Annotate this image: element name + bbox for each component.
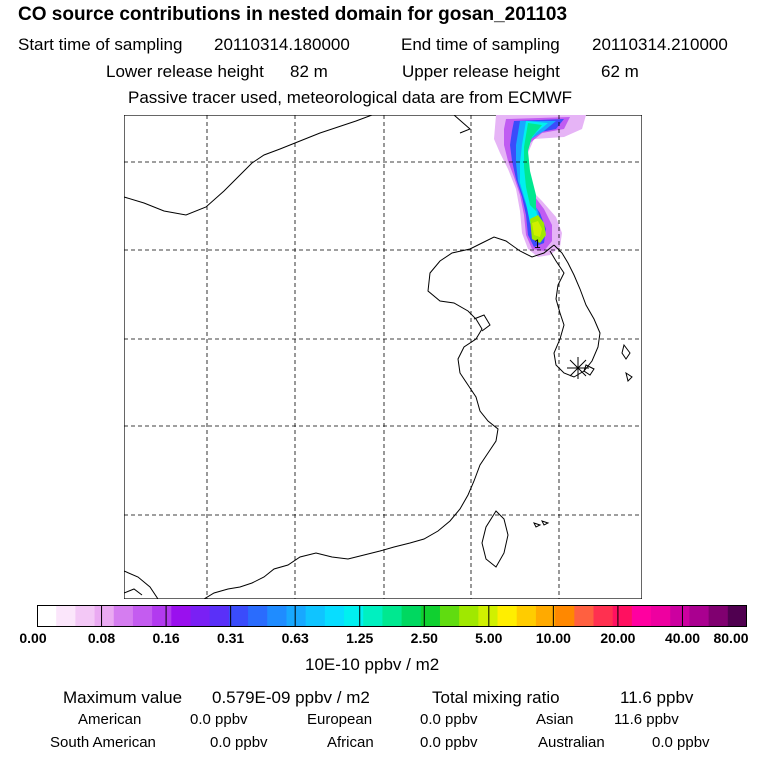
colorbar-cell — [612, 605, 633, 627]
colorbar-cell — [267, 605, 288, 627]
colorbar-cell — [420, 605, 441, 627]
concentration-plume: 1 — [494, 115, 586, 257]
colorbar-label: 0.63 — [281, 630, 309, 646]
colorbar-cell — [401, 605, 422, 627]
colorbar-cell — [228, 605, 249, 627]
colorbar-cell — [670, 605, 691, 627]
lower-height-label: Lower release height — [106, 62, 264, 81]
map-frame — [124, 115, 642, 599]
colorbar-label: 80.00 — [713, 630, 749, 646]
lat-lon-grid — [124, 115, 642, 599]
colorbar-frame — [37, 605, 747, 627]
region-value-american: 0.0 ppbv — [190, 711, 248, 728]
colorbar-cell — [37, 605, 57, 627]
region-value-african: 0.0 ppbv — [420, 734, 478, 751]
colorbar-cell — [324, 605, 345, 627]
region-name-asian: Asian — [536, 711, 574, 728]
tracer-note: Passive tracer used, meteorological data… — [128, 88, 573, 107]
colorbar-label: 2.50 — [410, 630, 438, 646]
colorbar-cell — [75, 605, 96, 627]
colorbar-cell — [459, 605, 479, 627]
region-value-australian: 0.0 ppbv — [652, 734, 710, 751]
colorbar-cell — [132, 605, 153, 627]
start-time-value: 20110314.180000 — [214, 35, 350, 54]
colorbar-cell — [344, 605, 364, 627]
colorbar-cell — [497, 605, 518, 627]
colorbar-cell — [248, 605, 268, 627]
colorbar-label: 0.00 — [19, 630, 47, 646]
colorbar-label: 5.00 — [475, 630, 503, 646]
colorbar-label: 1.25 — [346, 630, 374, 646]
region-value-south-american: 0.0 ppbv — [210, 734, 268, 751]
colorbar-label: 40.00 — [664, 630, 701, 646]
colorbar-cell — [631, 605, 652, 627]
colorbar-cell — [478, 605, 499, 627]
colorbar-cell — [152, 605, 172, 627]
max-value: 0.579E-09 ppbv / m2 — [212, 688, 370, 707]
upper-height-label: Upper release height — [402, 62, 560, 81]
colorbar-cell — [593, 605, 614, 627]
coastlines — [124, 115, 633, 599]
colorbar-cell — [574, 605, 595, 627]
colorbar-cell — [516, 605, 537, 627]
region-name-south-american: South American — [50, 734, 156, 751]
colorbar-cell — [555, 605, 575, 627]
contour-label: 1 — [534, 237, 541, 251]
colorbar-cell — [56, 605, 76, 627]
colorbar-label: 0.16 — [152, 630, 180, 646]
receptor-asterisk-icon — [567, 357, 589, 379]
total-mixing-value: 11.6 ppbv — [620, 688, 694, 707]
colorbar-cell — [363, 605, 384, 627]
region-name-australian: Australian — [538, 734, 605, 751]
region-name-african: African — [327, 734, 374, 751]
colorbar-cell — [708, 605, 729, 627]
colorbar-cell — [439, 605, 460, 627]
max-value-label: Maximum value — [63, 688, 183, 707]
start-time-label: Start time of sampling — [18, 35, 183, 54]
colorbar-cell — [171, 605, 192, 627]
colorbar-cell — [651, 605, 671, 627]
colorbar-cell — [209, 605, 230, 627]
colorbar-label: 20.00 — [600, 630, 636, 646]
upper-height-value: 62 m — [601, 62, 639, 81]
end-time-value: 20110314.210000 — [592, 35, 728, 54]
region-name-american: American — [78, 711, 142, 728]
colorbar-cell — [190, 605, 211, 627]
colorbar-label: 0.31 — [216, 630, 245, 646]
colorbar-cell — [689, 605, 710, 627]
total-mixing-label: Total mixing ratio — [432, 688, 560, 707]
end-time-label: End time of sampling — [401, 35, 560, 54]
colorbar-cell — [113, 605, 134, 627]
colorbar-label: 10.00 — [535, 630, 571, 646]
colorbar-cell — [535, 605, 556, 627]
colorbar-cell — [305, 605, 326, 627]
region-name-european: European — [307, 711, 373, 728]
colorbar-cell — [94, 605, 115, 627]
map-panel: 1 — [124, 115, 642, 599]
map-title: CO source contributions in nested domain… — [18, 4, 568, 25]
region-value-european: 0.0 ppbv — [420, 711, 478, 728]
colorbar-unit: 10E-10 ppbv / m2 — [305, 655, 440, 674]
colorbar-cell — [727, 605, 747, 627]
colorbar-label: 0.08 — [87, 630, 116, 646]
colorbar-cell — [382, 605, 403, 627]
colorbar — [37, 605, 747, 627]
lower-height-value: 82 m — [290, 62, 328, 81]
region-value-asian: 11.6 ppbv — [614, 711, 679, 728]
colorbar-cell — [286, 605, 307, 627]
